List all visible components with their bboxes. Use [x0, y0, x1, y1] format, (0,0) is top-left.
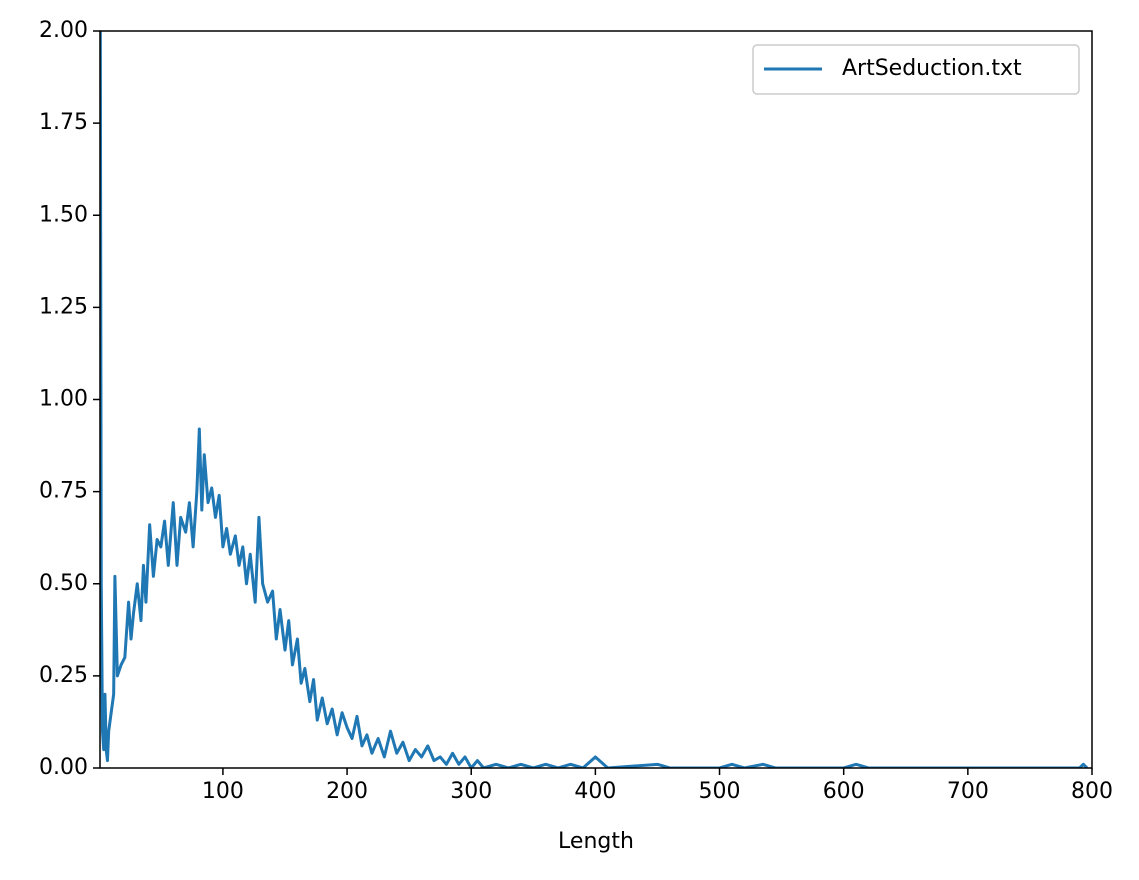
legend-label: ArtSeduction.txt — [842, 56, 1022, 81]
legend: ArtSeduction.txt — [752, 44, 1080, 95]
data-line — [100, 31, 1089, 768]
plot-area — [100, 31, 1089, 768]
legend-box — [752, 44, 1080, 95]
x-tick-label: 800 — [1071, 779, 1113, 804]
y-tick-label: 0.00 — [39, 755, 88, 780]
y-tick-label: 1.25 — [39, 294, 88, 319]
plot-frame — [99, 30, 1093, 769]
y-tick-label: 1.75 — [39, 110, 88, 135]
x-tick-label: 700 — [947, 779, 989, 804]
y-tick-label: 2.00 — [39, 18, 88, 43]
x-tick-label: 400 — [574, 779, 616, 804]
y-tick-label: 1.00 — [39, 387, 88, 412]
x-tick-label: 100 — [202, 779, 244, 804]
y-tick-label: 0.75 — [39, 479, 88, 504]
x-tick-label: 200 — [326, 779, 368, 804]
x-tick-label: 600 — [823, 779, 865, 804]
x-tick-label: 500 — [699, 779, 741, 804]
x-axis-label: Length — [558, 829, 634, 854]
x-tick-label: 300 — [450, 779, 492, 804]
y-tick-label: 0.25 — [39, 663, 88, 688]
y-tick-label: 0.50 — [39, 571, 88, 596]
y-tick-label: 1.50 — [39, 202, 88, 227]
